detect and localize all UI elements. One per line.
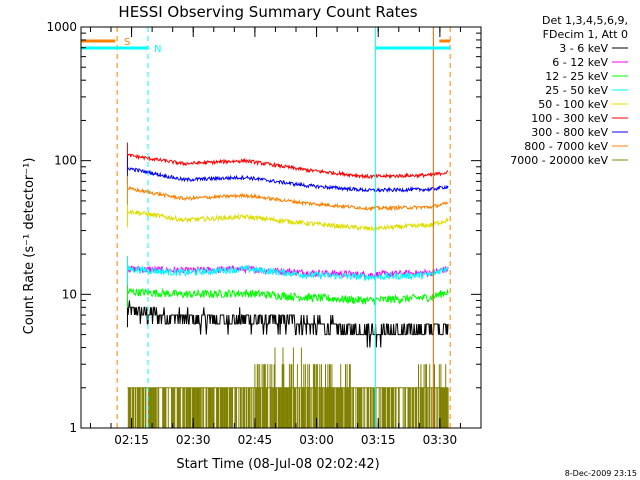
legend-entry-label: 100 - 300 keV (531, 112, 608, 125)
x-tick-label: 02:30 (176, 433, 211, 447)
timestamp: 8-Dec-2009 23:15 (565, 469, 637, 478)
y-axis-label: Count Rate (s⁻¹ detector⁻¹) (22, 158, 37, 335)
legend-entry-label: 300 - 800 keV (531, 126, 608, 139)
legend-entry-label: 50 - 100 keV (538, 98, 608, 111)
y-tick-label: 1 (69, 421, 77, 435)
series-line-6 (127, 153, 449, 180)
x-tick-label: 03:15 (361, 433, 396, 447)
x-axis-label: Start Time (08-Jul-08 02:02:42) (176, 457, 379, 472)
plot-frame (80, 26, 482, 429)
legend-entry-label: 800 - 7000 keV (524, 140, 608, 153)
series-line-3 (127, 287, 449, 306)
flag-label-n: N (154, 44, 161, 55)
legend-header-line: FDecim 1, Att 0 (543, 28, 628, 41)
y-tick-label: 10 (62, 287, 77, 301)
x-tick-label: 02:15 (114, 433, 149, 447)
legend-entry-label: 6 - 12 keV (552, 56, 608, 69)
series-line-1 (127, 300, 449, 348)
y-tick-label: 1000 (46, 20, 77, 34)
legend-header-line: Det 1,3,4,5,6,9, (542, 14, 628, 27)
series-line-4 (127, 264, 449, 281)
legend-entry-label: 12 - 25 keV (545, 70, 608, 83)
legend-entry-label: 7000 - 20000 keV (510, 154, 608, 167)
series-9-bars (127, 347, 449, 428)
x-tick-label: 03:00 (299, 433, 334, 447)
x-tick-label: 02:45 (238, 433, 273, 447)
chart-title: HESSI Observing Summary Count Rates (118, 3, 417, 21)
x-tick-label: 03:30 (423, 433, 458, 447)
series-line-7 (127, 167, 449, 193)
legend-entry-label: 25 - 50 keV (545, 84, 608, 97)
legend-entry-label: 3 - 6 keV (559, 42, 608, 55)
y-tick-label: 100 (54, 154, 77, 168)
series-line-5 (127, 209, 449, 232)
series-line-8 (127, 185, 449, 212)
flag-label-s: S (124, 37, 130, 48)
series-group (126, 142, 449, 428)
